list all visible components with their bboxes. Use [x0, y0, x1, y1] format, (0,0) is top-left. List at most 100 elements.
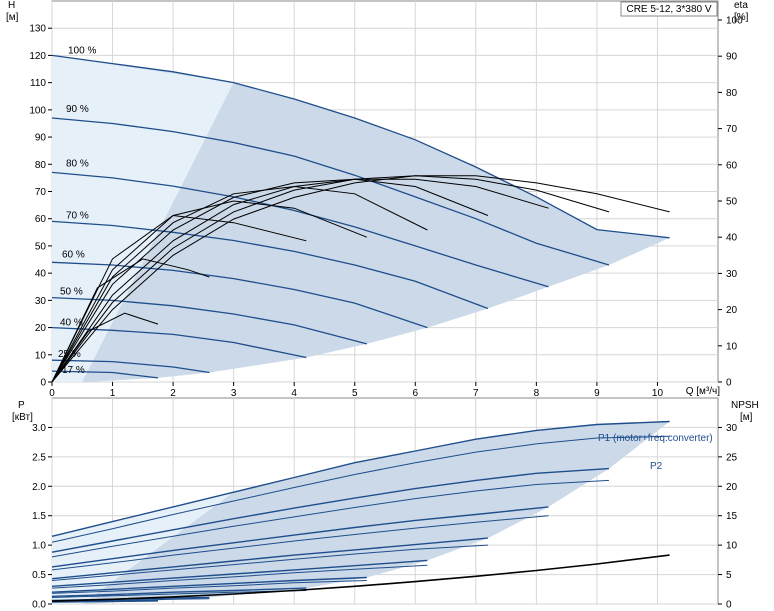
p1-curve-50 [51, 576, 367, 593]
power-tick-label: 2.5 [32, 452, 46, 463]
eta-tick-label: 70 [726, 124, 738, 135]
eta-axis-unit: [%] [734, 12, 749, 23]
flow-tick-label: 6 [412, 388, 418, 399]
operating-area-light [52, 55, 234, 383]
head-tick-label: 30 [35, 296, 47, 307]
lower-curves [51, 420, 670, 603]
eta-curve-25 [51, 258, 210, 383]
flow-axis-label: Q [м³/ч] [686, 386, 721, 397]
head-curve-70 [51, 220, 489, 310]
speed-label-50: 50 % [60, 287, 83, 298]
p2-curve-70 [51, 544, 488, 581]
flow-tick-label: 5 [352, 388, 358, 399]
upper-curves [51, 54, 670, 383]
speed-label-100: 100 % [68, 45, 96, 56]
flow-tick-label: 1 [110, 388, 116, 399]
npsh-tick-label: 10 [726, 541, 738, 552]
speed-labels: 100 % 90 % 80 % 70 % 60 % 50 % 40 % 25 % 17 % [58, 45, 96, 376]
eta-axis-label: eta [734, 0, 748, 11]
power-axis-ticks: 0.0 0.5 1.0 1.5 2.0 2.5 3.0 [32, 423, 52, 611]
p2-curve-40 [51, 590, 307, 598]
eta-tick-label: 60 [726, 160, 738, 171]
power-axis-unit: [кВт] [12, 412, 33, 423]
eta-tick-label: 10 [726, 341, 738, 352]
power-tick-label: 1.0 [32, 541, 46, 552]
speed-label-60: 60 % [62, 249, 85, 260]
npsh-tick-label: 20 [726, 482, 738, 493]
head-axis-label: H [8, 0, 15, 11]
power-tick-label: 2.0 [32, 482, 46, 493]
eta-tick-label: 40 [726, 233, 738, 244]
p1-series-label: P1 (motor+freq.converter) [598, 433, 713, 444]
speed-label-80: 80 % [66, 158, 89, 169]
head-curve-80 [51, 171, 549, 288]
eta-curve-90 [51, 175, 610, 383]
flow-tick-label: 2 [170, 388, 176, 399]
power-axis-label: P [18, 400, 25, 411]
head-tick-label: 50 [35, 241, 47, 252]
head-tick-label: 100 [29, 105, 46, 116]
power-tick-label: 0.0 [32, 600, 46, 611]
npsh-axis-ticks: 0 5 10 15 20 25 30 [718, 423, 738, 611]
head-tick-label: 90 [35, 133, 47, 144]
flow-tick-label: 7 [473, 388, 479, 399]
flow-tick-label: 9 [594, 388, 600, 399]
flow-tick-label: 10 [652, 388, 664, 399]
eta-curve-60 [51, 185, 428, 383]
head-axis-ticks: 0 10 20 30 40 50 60 70 80 90 100 110 120 130 [29, 24, 52, 389]
eta-curve-50 [51, 200, 367, 383]
head-curve-25 [51, 359, 210, 374]
speed-label-17: 17 % [62, 365, 85, 376]
head-tick-label: 40 [35, 269, 47, 280]
npsh-tick-label: 15 [726, 511, 738, 522]
flow-tick-label: 8 [534, 388, 540, 399]
p2-curve-60 [51, 564, 428, 589]
head-tick-label: 0 [40, 378, 46, 389]
head-curve-90 [51, 117, 610, 266]
npsh-tick-label: 25 [726, 452, 738, 463]
eta-tick-label: 20 [726, 305, 738, 316]
p2-series-label: P2 [650, 461, 663, 472]
eta-curve-40 [51, 214, 307, 383]
p1-curve-70 [51, 537, 488, 580]
power-area-fill [52, 421, 670, 604]
p1-curve-60 [51, 559, 428, 587]
flow-tick-label: 0 [49, 388, 55, 399]
flow-axis-ticks: 0 1 2 3 4 5 6 7 8 9 10 [49, 382, 663, 399]
p1-curve-80 [51, 506, 549, 568]
head-tick-label: 120 [29, 51, 46, 62]
power-tick-label: 3.0 [32, 423, 46, 434]
eta-tick-label: 0 [726, 378, 732, 389]
eta-tick-label: 100 [726, 16, 743, 27]
npsh-tick-label: 30 [726, 423, 738, 434]
flow-tick-label: 3 [231, 388, 237, 399]
eta-tick-label: 30 [726, 269, 738, 280]
p1-curve-100 [51, 420, 670, 537]
head-tick-label: 60 [35, 214, 47, 225]
head-tick-label: 130 [29, 24, 46, 35]
head-tick-label: 20 [35, 323, 47, 334]
speed-label-70: 70 % [66, 210, 89, 221]
power-tick-label: 0.5 [32, 570, 46, 581]
speed-label-90: 90 % [66, 104, 89, 115]
power-tick-label: 1.5 [32, 511, 46, 522]
head-tick-label: 110 [30, 78, 46, 89]
npsh-axis-unit: [м] [740, 412, 753, 423]
npsh-axis-label: NPSH [731, 400, 759, 411]
p2-curve-80 [51, 515, 549, 571]
eta-tick-label: 90 [726, 52, 738, 63]
eta-curve-17 [51, 312, 159, 383]
npsh-curve [51, 554, 670, 602]
head-axis-unit: [м] [6, 12, 19, 23]
eta-axis-ticks: 0 10 20 30 40 50 60 70 80 90 100 [718, 16, 743, 389]
head-tick-label: 80 [35, 160, 47, 171]
flow-tick-label: 4 [291, 388, 297, 399]
speed-label-25: 25 % [58, 349, 81, 360]
eta-tick-label: 80 [726, 88, 738, 99]
speed-label-40: 40 % [60, 318, 83, 329]
p2-curve-50 [51, 580, 367, 594]
eta-tick-label: 50 [726, 197, 738, 208]
head-tick-label: 10 [35, 350, 47, 361]
npsh-tick-label: 0 [726, 600, 732, 611]
